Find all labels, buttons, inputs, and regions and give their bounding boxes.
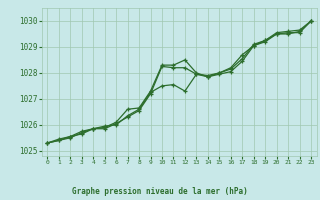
Text: Graphe pression niveau de la mer (hPa): Graphe pression niveau de la mer (hPa) — [72, 187, 248, 196]
